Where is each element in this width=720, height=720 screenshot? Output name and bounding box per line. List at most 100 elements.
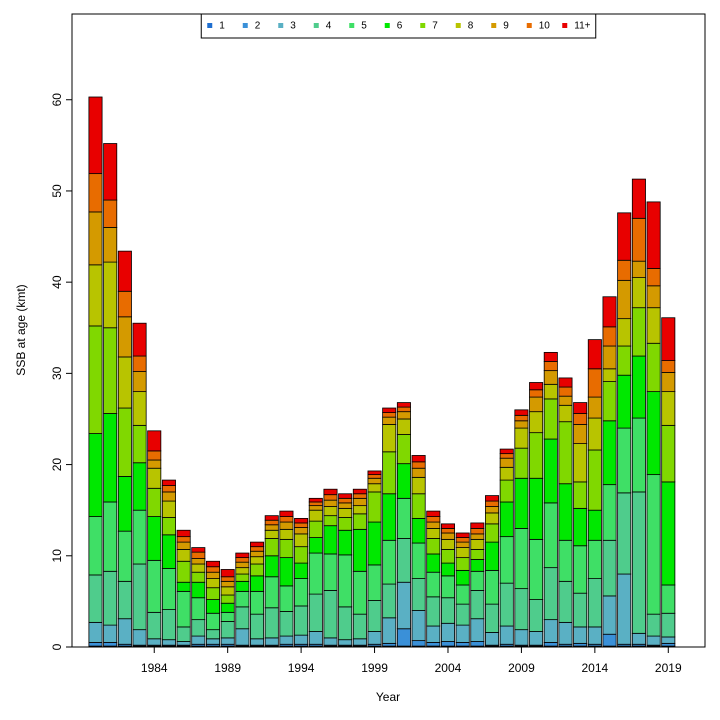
bar-segment <box>338 554 353 608</box>
bar-segment <box>646 307 661 344</box>
bar-segment <box>514 409 529 416</box>
bar-segment <box>103 261 118 329</box>
y-tick-label: 50 <box>50 184 64 198</box>
bar-segment <box>279 510 294 517</box>
bar-segment <box>661 424 676 483</box>
bar-segment <box>440 528 455 534</box>
bar-segment <box>661 584 676 614</box>
bar-segment <box>396 497 411 539</box>
y-tick-label: 30 <box>50 366 64 380</box>
bar-segment <box>573 545 588 594</box>
bar-segment <box>543 370 558 385</box>
bar-segment <box>382 617 397 644</box>
bar-segment <box>352 528 367 572</box>
bar-segment <box>558 404 573 423</box>
legend-label: 7 <box>432 21 438 32</box>
bar-segment <box>88 574 103 623</box>
bar-segment <box>646 613 661 637</box>
bar-segment <box>411 542 426 579</box>
legend-label: 10 <box>539 21 551 32</box>
bar-segment <box>631 417 646 493</box>
bar-segment <box>514 447 529 479</box>
bar-segment <box>132 322 147 357</box>
bar-segment <box>514 528 529 590</box>
bar-segment <box>470 618 485 642</box>
bar-segment <box>602 381 617 422</box>
bar-segment <box>147 516 162 561</box>
bar-segment <box>529 477 544 540</box>
y-tick-label: 60 <box>50 93 64 107</box>
bar-segment <box>279 611 294 637</box>
bar-segment <box>558 421 573 485</box>
bar-segment <box>617 573 632 645</box>
bar-segment <box>411 467 426 478</box>
bar-segment <box>529 411 544 434</box>
bar-segment <box>455 557 470 571</box>
bar-segment <box>264 519 279 526</box>
bar-segment <box>455 603 470 626</box>
bar-segment <box>573 424 588 445</box>
bar-segment <box>396 581 411 630</box>
bar-segment <box>250 546 265 552</box>
bar-segment <box>147 450 162 461</box>
bar-segment <box>191 558 206 565</box>
x-tick-label: 1999 <box>361 661 388 675</box>
bar-segment <box>323 637 338 646</box>
bar-segment <box>661 612 676 638</box>
bar-segment <box>587 339 602 370</box>
bar-segment <box>543 361 558 372</box>
bar-segment <box>132 424 147 464</box>
bar-segment <box>529 382 544 391</box>
bar-segment <box>117 580 132 620</box>
bar-segment <box>573 481 588 509</box>
bar-segment <box>88 516 103 576</box>
bar-segment <box>161 485 176 493</box>
bar-segment <box>338 529 353 556</box>
bar-segment <box>602 296 617 328</box>
y-tick-label: 0 <box>50 643 64 650</box>
bar-segment <box>235 628 250 646</box>
bar-segment <box>147 559 162 613</box>
bar-segment <box>176 590 191 628</box>
bar-segment <box>220 621 235 639</box>
legend-swatch <box>562 23 568 28</box>
bar-segment <box>191 597 206 621</box>
bar-segment <box>103 413 118 503</box>
bar-segment <box>529 432 544 479</box>
bar-segment <box>455 624 470 643</box>
bar-segment <box>646 391 661 476</box>
bar-segment <box>220 586 235 596</box>
bar-segment <box>455 584 470 605</box>
bar-segment <box>250 563 265 577</box>
bar-segment <box>382 642 397 647</box>
bar-segment <box>367 477 382 485</box>
bar-segment <box>382 493 397 541</box>
bar-segment <box>485 569 500 605</box>
bar-segment <box>235 590 250 608</box>
bar-segment <box>220 611 235 622</box>
bar-segment <box>161 491 176 502</box>
bar-segment <box>235 580 250 592</box>
bar-segment <box>103 501 118 572</box>
bar-segment <box>661 636 676 644</box>
bar-segment <box>646 268 661 287</box>
bar-segment <box>294 522 309 528</box>
bar-segment <box>117 250 132 292</box>
bar-segment <box>352 505 367 515</box>
bar-segment <box>88 173 103 213</box>
bar-segment <box>117 356 132 409</box>
legend-label: 1 <box>219 21 225 32</box>
x-axis-title: Year <box>376 690 400 704</box>
bar-segment <box>367 491 382 523</box>
bar-segment <box>367 564 382 601</box>
legend-label: 6 <box>397 21 403 32</box>
bar-segment <box>396 406 411 413</box>
bar-segment <box>426 528 441 539</box>
bar-segment <box>587 539 602 579</box>
bar-segment <box>176 641 191 646</box>
bar-segment <box>235 567 250 575</box>
bar-segment <box>250 638 265 646</box>
bar-segment <box>176 581 191 592</box>
bar-segment <box>587 578 602 628</box>
bar-segment <box>352 613 367 640</box>
